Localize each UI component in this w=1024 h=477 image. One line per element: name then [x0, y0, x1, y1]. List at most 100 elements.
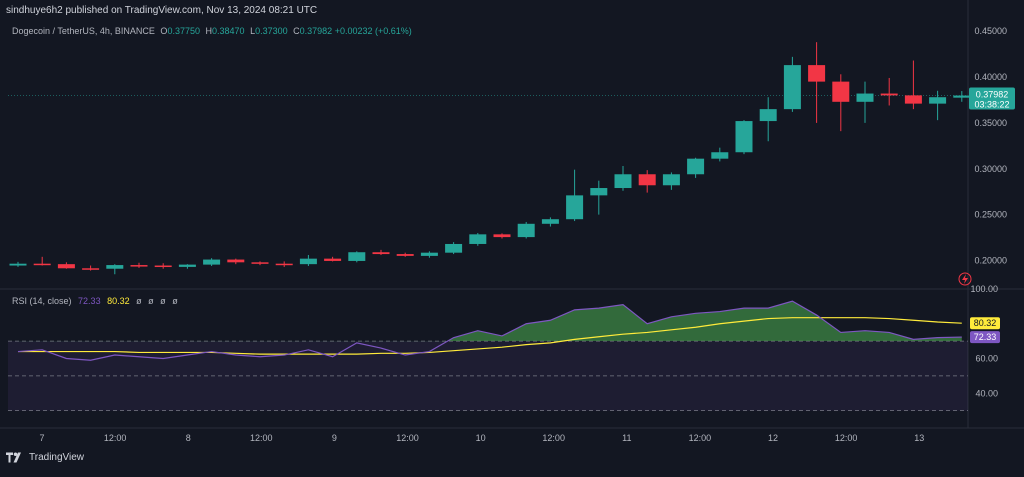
candle-body — [299, 258, 317, 265]
high-label: H — [205, 26, 213, 36]
rsi-ma-badge-value: 80.32 — [974, 318, 997, 328]
brand-name: TradingView — [29, 452, 85, 463]
price-axis-tick: 0.45000 — [974, 26, 1007, 36]
lightning-icon — [958, 272, 972, 286]
lightning-icon-ring — [958, 272, 972, 286]
candle-body — [33, 263, 51, 266]
candle-body — [420, 252, 438, 256]
candle-body — [324, 258, 342, 261]
candle-body — [566, 195, 584, 220]
tradingview-logo-icon — [6, 452, 21, 463]
time-axis-tick: 9 — [332, 433, 337, 443]
price-axis-tick: 0.40000 — [974, 72, 1007, 82]
rsi-axis-tick: 40.00 — [975, 388, 998, 398]
candle-body — [154, 265, 172, 268]
candle-body — [904, 95, 922, 104]
open-label: O — [160, 26, 168, 36]
na-value: ø — [136, 296, 142, 306]
candle-body — [517, 223, 535, 238]
time-axis-tick: 12:00 — [104, 433, 127, 443]
open-value: 0.37750 — [167, 26, 200, 36]
candle-body — [856, 93, 874, 102]
time-axis-tick: 13 — [914, 433, 924, 443]
candle-body — [57, 264, 75, 269]
na-value: ø — [148, 296, 154, 306]
rsi-badge-bg — [970, 331, 1000, 344]
time-axis-tick: 12:00 — [250, 433, 273, 443]
candle-body — [469, 234, 487, 244]
rsi-axis-tick: 100.00 — [970, 284, 998, 294]
candle-body — [130, 265, 148, 267]
rsi-legend: RSI (14, close) 72.33 80.32 ø ø ø ø — [12, 296, 178, 306]
rsi-axis-tick: 60.00 — [975, 354, 998, 364]
close-value: 0.37982 — [299, 26, 333, 36]
candle-body — [493, 234, 511, 238]
na-value: ø — [172, 296, 178, 306]
time-axis-tick: 12:00 — [542, 433, 565, 443]
candle-body — [662, 174, 680, 186]
candle-body — [953, 95, 971, 98]
time-axis-tick: 12 — [768, 433, 778, 443]
candle-body — [832, 81, 850, 102]
candle-body — [759, 109, 777, 122]
candle-body — [783, 65, 801, 110]
time-axis-tick: 10 — [476, 433, 486, 443]
candle-body — [541, 219, 559, 224]
candle-body — [227, 259, 245, 263]
na-value: ø — [160, 296, 166, 306]
rsi-line — [17, 300, 962, 361]
time-axis-tick: 12:00 — [835, 433, 858, 443]
rsi-ma-legend-value: 80.32 — [107, 296, 130, 306]
price-axis-tick: 0.30000 — [974, 164, 1007, 174]
published-header: sindhuye6h2 published on TradingView.com… — [6, 5, 318, 16]
candle-body — [687, 158, 705, 175]
change-value: +0.00232 (+0.61%) — [334, 26, 412, 36]
candle-body — [808, 65, 826, 82]
candle-body — [590, 188, 608, 196]
candle-body — [348, 252, 366, 261]
close-label: C — [293, 26, 300, 36]
high-value: 0.38470 — [212, 26, 245, 36]
time-axis-tick: 11 — [622, 433, 631, 443]
footer-brand[interactable]: TradingView — [6, 452, 84, 463]
rsi-ma-badge-bg — [970, 317, 1000, 330]
rsi-ma-badge: 80.32 — [970, 317, 1000, 330]
candle-body — [9, 263, 27, 266]
low-label: L — [250, 26, 256, 36]
candle-body — [735, 121, 753, 153]
price-axis-tick: 0.35000 — [974, 118, 1007, 128]
time-axis-tick: 8 — [186, 433, 191, 443]
candle-body — [614, 174, 632, 189]
price-axis-tick: 0.25000 — [974, 210, 1007, 220]
rsi-ma-line — [18, 317, 962, 355]
lightning-icon-bolt — [962, 274, 968, 284]
price-badge-bg — [969, 87, 1015, 110]
price-axis-tick: 0.20000 — [974, 255, 1007, 265]
candle-body — [880, 93, 898, 96]
symbol-ohlc-legend: Dogecoin / TetherUS, 4h, BINANCE O0.3775… — [12, 26, 412, 36]
price-badge-countdown: 03:38:22 — [974, 100, 1009, 110]
candle-body — [372, 252, 390, 255]
candle-body — [275, 263, 293, 266]
candle-body — [396, 254, 414, 256]
price-badge-value: 0.37982 — [976, 90, 1009, 100]
low-value: 0.37300 — [255, 26, 288, 36]
time-axis-tick: 7 — [39, 433, 44, 443]
time-axis-tick: 12:00 — [689, 433, 712, 443]
time-axis-tick: 12:00 — [396, 433, 419, 443]
rsi-badge-value: 72.33 — [974, 332, 997, 342]
candle-body — [638, 174, 656, 186]
candle-body — [82, 268, 100, 270]
candle-body — [929, 97, 947, 104]
candle-body — [106, 265, 124, 269]
candle-body — [711, 152, 729, 159]
rsi-legend-value: 72.33 — [78, 296, 101, 306]
candle-body — [178, 264, 196, 267]
rsi-name: RSI (14, close) — [12, 296, 72, 306]
candle-body — [445, 243, 463, 253]
candle-body — [203, 259, 221, 265]
rsi-badge: 72.33 — [970, 331, 1000, 344]
